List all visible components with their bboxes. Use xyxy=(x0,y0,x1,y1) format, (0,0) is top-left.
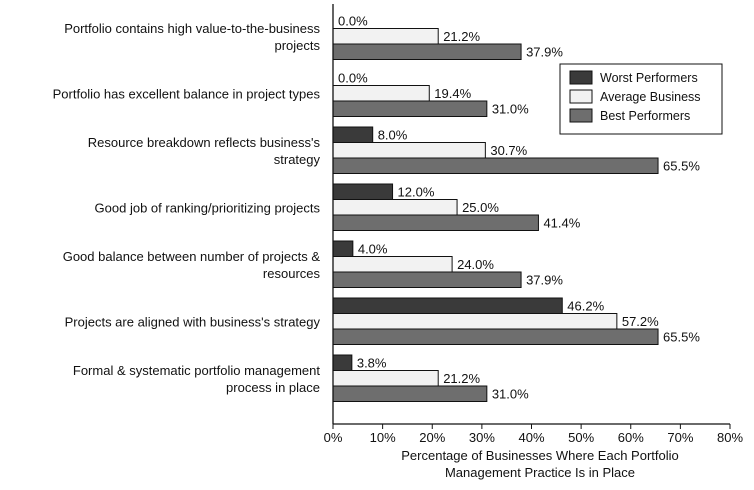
legend-swatch xyxy=(569,70,593,85)
x-tick-label: 0% xyxy=(324,430,343,445)
x-tick-label: 40% xyxy=(518,430,544,445)
category-label-line: strategy xyxy=(274,152,321,167)
bar-2-7 xyxy=(332,370,439,387)
legend-swatch xyxy=(569,108,593,123)
bar-value-label: 21.2% xyxy=(443,371,480,386)
bar-value-label: 4.0% xyxy=(358,242,388,257)
bar-value-label: 8.0% xyxy=(378,128,408,143)
chart-bars: 0.0% 21.2% 37.9% 0.0% 19.4% 31.0% 8.0% 30.7% 65.… xyxy=(332,14,700,402)
category-label-line: Portfolio has excellent balance in proje… xyxy=(53,86,321,101)
category-label: Good balance between number of projects … xyxy=(63,249,321,281)
category-label-line: Portfolio contains high value-to-the-bus… xyxy=(64,21,320,36)
x-axis-label: Percentage of Businesses Where Each Port… xyxy=(401,448,678,480)
bar-value-label: 65.5% xyxy=(663,330,700,345)
legend-label: Best Performers xyxy=(600,109,690,123)
bar-2-6 xyxy=(332,313,618,330)
legend-label: Average Business xyxy=(600,90,701,104)
x-tick-label: 80% xyxy=(717,430,743,445)
bar-value-label: 0.0% xyxy=(338,71,368,86)
bar-3-2 xyxy=(332,100,488,117)
category-labels: Portfolio contains high value-to-the-bus… xyxy=(53,21,321,395)
bar-value-label: 30.7% xyxy=(490,143,527,158)
bar-3-3 xyxy=(332,157,659,174)
x-axis-label-line: Management Practice Is in Place xyxy=(445,465,635,480)
category-label-line: Good job of ranking/prioritizing project… xyxy=(95,200,321,215)
category-label: Portfolio contains high value-to-the-bus… xyxy=(64,21,320,53)
x-tick-label: 20% xyxy=(419,430,445,445)
bar-value-label: 37.9% xyxy=(526,45,563,60)
bar-2-1 xyxy=(332,28,439,45)
bar-2-4 xyxy=(332,199,458,216)
bar-1-4 xyxy=(332,183,394,200)
legend-label: Worst Performers xyxy=(600,71,698,85)
category-label-line: resources xyxy=(263,266,321,281)
x-tick-label: 70% xyxy=(667,430,693,445)
bar-value-label: 57.2% xyxy=(622,314,659,329)
category-label-line: Projects are aligned with business's str… xyxy=(65,314,321,329)
bar-2-3 xyxy=(332,142,486,159)
bar-value-label: 21.2% xyxy=(443,29,480,44)
bar-2-2 xyxy=(332,85,430,102)
x-axis-title: Percentage of Businesses Where Each Port… xyxy=(401,448,678,480)
bar-value-label: 24.0% xyxy=(457,257,494,272)
x-tick-label: 60% xyxy=(618,430,644,445)
bar-2-5 xyxy=(332,256,453,273)
bar-3-4 xyxy=(332,214,539,231)
category-label-line: projects xyxy=(274,38,320,53)
legend-swatch xyxy=(569,89,593,104)
category-label: Good job of ranking/prioritizing project… xyxy=(95,200,321,215)
legend: Worst Performers Average Business Best Per… xyxy=(559,63,723,135)
category-label-line: Formal & systematic portfolio management xyxy=(73,363,320,378)
bar-1-6 xyxy=(332,297,563,314)
bar-value-label: 46.2% xyxy=(567,299,604,314)
category-label: Resource breakdown reflects business's st… xyxy=(88,135,321,167)
bar-value-label: 25.0% xyxy=(462,200,499,215)
bar-1-7 xyxy=(332,354,353,371)
chart-axes: 0% 10% 20% 30% 40% 50% 60% 70% 80% xyxy=(324,4,743,445)
category-label: Portfolio has excellent balance in proje… xyxy=(53,86,321,101)
bar-3-7 xyxy=(332,385,488,402)
x-axis-label-line: Percentage of Businesses Where Each Port… xyxy=(401,448,678,463)
bar-1-3 xyxy=(332,126,374,143)
x-tick-label: 30% xyxy=(469,430,495,445)
bar-value-label: 41.4% xyxy=(543,216,580,231)
bar-3-1 xyxy=(332,43,522,60)
bar-3-6 xyxy=(332,328,659,345)
category-label: Projects are aligned with business's str… xyxy=(65,314,321,329)
x-tick-label: 10% xyxy=(370,430,396,445)
bar-3-5 xyxy=(332,271,522,288)
bar-value-label: 65.5% xyxy=(663,159,700,174)
bar-value-label: 31.0% xyxy=(492,102,529,117)
bar-value-label: 12.0% xyxy=(398,185,435,200)
bar-1-5 xyxy=(332,240,354,257)
category-label-line: process in place xyxy=(226,380,320,395)
x-tick-label: 50% xyxy=(568,430,594,445)
bar-value-label: 37.9% xyxy=(526,273,563,288)
bar-value-label: 19.4% xyxy=(434,86,471,101)
bar-value-label: 0.0% xyxy=(338,14,368,29)
bar-value-label: 3.8% xyxy=(357,356,387,371)
category-label-line: Good balance between number of projects … xyxy=(63,249,321,264)
category-label-line: Resource breakdown reflects business's xyxy=(88,135,321,150)
category-label: Formal & systematic portfolio management… xyxy=(73,363,320,395)
bar-value-label: 31.0% xyxy=(492,387,529,402)
